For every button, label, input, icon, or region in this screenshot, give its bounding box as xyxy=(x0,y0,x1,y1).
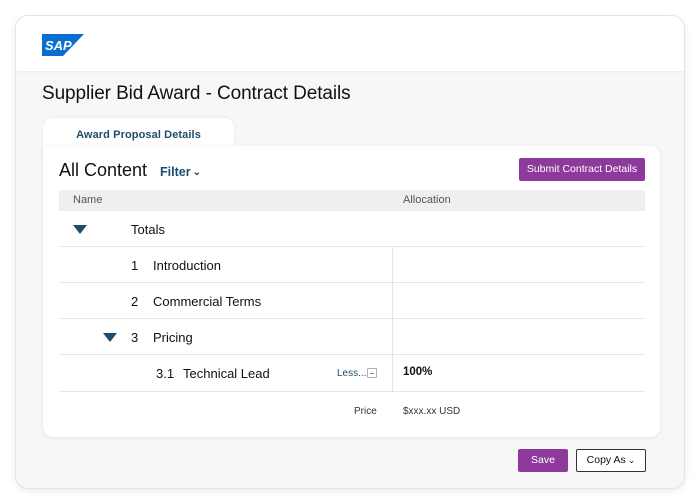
copy-as-label: Copy As xyxy=(586,454,626,466)
copy-as-button[interactable]: Copy As ⌄ xyxy=(576,449,646,472)
sap-logo[interactable]: SAP xyxy=(42,34,84,56)
less-link[interactable]: Less... xyxy=(337,368,367,379)
row-label: Commercial Terms xyxy=(153,294,262,309)
save-button[interactable]: Save xyxy=(518,449,568,472)
row-number: 2 xyxy=(131,294,139,309)
header-bar: SAP xyxy=(16,16,684,71)
row-number: 3 xyxy=(131,330,139,345)
row-label: Technical Lead xyxy=(183,366,270,381)
row-number: 1 xyxy=(131,258,139,273)
submit-contract-details-button[interactable]: Submit Contract Details xyxy=(519,158,645,181)
column-header-name: Name xyxy=(73,194,103,206)
column-header-allocation: Allocation xyxy=(403,194,451,206)
column-divider xyxy=(392,319,393,355)
row-label: Introduction xyxy=(153,258,221,273)
column-divider xyxy=(392,283,393,319)
table-row-introduction[interactable]: 1 Introduction xyxy=(59,247,645,283)
allocation-value: 100% xyxy=(403,366,433,378)
row-label: Totals xyxy=(131,222,165,237)
row-number: 3.1 xyxy=(156,366,175,381)
chevron-down-icon: ⌄ xyxy=(627,455,636,465)
collapse-minus-icon[interactable] xyxy=(367,368,377,378)
table-row-price: Price $xxx.xx USD xyxy=(59,392,645,430)
table-row-technical-lead[interactable]: 3.1 Technical Lead Less... 100% xyxy=(59,355,645,392)
column-divider xyxy=(392,247,393,283)
content-card: All Content Filter ⌄ Submit Contract Deta… xyxy=(43,146,660,437)
table-row-totals: Totals xyxy=(59,211,645,247)
collapse-triangle-icon[interactable] xyxy=(73,225,87,234)
page-title: Supplier Bid Award - Contract Details xyxy=(42,83,351,104)
table-row-commercial-terms[interactable]: 2 Commercial Terms xyxy=(59,283,645,319)
price-label: Price xyxy=(354,406,377,417)
filter-dropdown[interactable]: Filter ⌄ xyxy=(160,165,201,179)
filter-label: Filter xyxy=(160,165,191,179)
table-header: Name Allocation xyxy=(59,190,645,211)
column-divider xyxy=(392,355,393,392)
price-value: $xxx.xx USD xyxy=(403,406,461,417)
sap-logo-text: SAP xyxy=(45,38,72,53)
table-row-pricing: 3 Pricing xyxy=(59,319,645,355)
content-title: All Content xyxy=(59,160,148,180)
collapse-triangle-icon[interactable] xyxy=(103,333,117,342)
chevron-down-icon: ⌄ xyxy=(192,167,201,178)
row-label: Pricing xyxy=(153,330,193,345)
app-window: SAP Supplier Bid Award - Contract Detail… xyxy=(16,16,684,488)
